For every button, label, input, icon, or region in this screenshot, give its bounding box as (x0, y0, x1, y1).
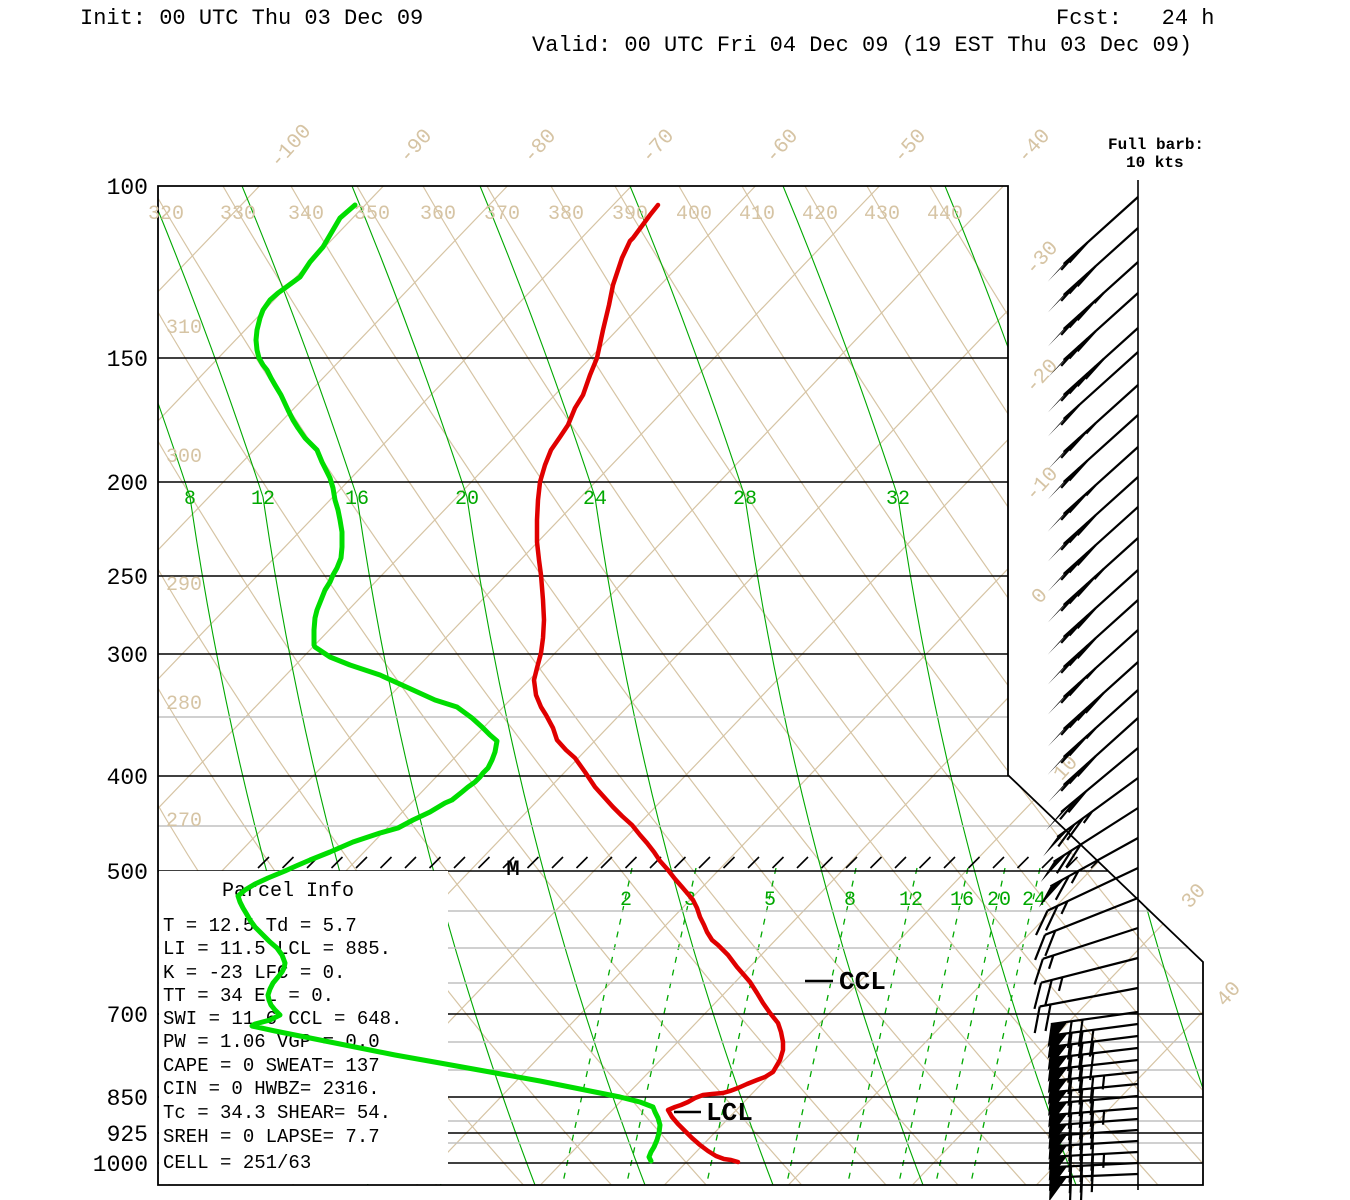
chart-label: 12 (251, 488, 275, 511)
chart-label: -50 (889, 125, 931, 168)
chart-label: -20 (1021, 355, 1063, 398)
chart-label: 16 (345, 488, 369, 511)
parcel-info-row: PW = 1.06 VGP = 0.0 (163, 1031, 380, 1053)
chart-label: 500 (107, 860, 148, 886)
pressure-axis-labels: 100 150 200 250 300 400 500 700 850 925 1000 (93, 175, 148, 1178)
chart-label: 150 (107, 347, 148, 373)
lcl-marker-label: LCL (706, 1098, 753, 1128)
chart-label: 370 (484, 203, 520, 226)
forecast-hour-label: Fcst: 24 h (1056, 6, 1215, 31)
chart-label: 250 (107, 565, 148, 591)
parcel-info-row: K = -23 LFC = 0. (163, 962, 345, 984)
chart-label: 310 (166, 317, 202, 340)
temperature-profile-line (531, 202, 786, 1165)
chart-label: 400 (676, 203, 712, 226)
chart-label: 300 (107, 643, 148, 669)
parcel-info-row: T = 12.5 Td = 5.7 (163, 915, 357, 937)
chart-label: -90 (395, 125, 437, 168)
chart-label: 20 (987, 889, 1011, 912)
chart-label: 280 (166, 693, 202, 716)
chart-label: -30 (1021, 237, 1063, 280)
chart-label: 350 (354, 203, 390, 226)
chart-label: -80 (519, 125, 561, 168)
chart-label: 270 (166, 810, 202, 833)
chart-label: 850 (107, 1086, 148, 1112)
ccl-marker-label: CCL (839, 967, 886, 997)
chart-label: 1000 (93, 1152, 148, 1178)
chart-label: -100 (266, 121, 317, 174)
chart-label: 30 (1178, 880, 1212, 914)
chart-label: 2 (620, 889, 632, 912)
chart-label: 20 (455, 488, 479, 511)
dewpoint-profile-line (235, 202, 663, 1164)
chart-label: -70 (637, 125, 679, 168)
parcel-info-row: CELL = 251/63 (163, 1152, 311, 1174)
chart-label: -10 (1021, 463, 1063, 506)
chart-label: 390 (612, 203, 648, 226)
theta-top-labels: 320 330 340 350 360 370 380 390 400 410 420 430 440 (148, 203, 963, 226)
parcel-info-box (159, 871, 448, 1184)
chart-label: 330 (220, 203, 256, 226)
parcel-info-row: TT = 34 EL = 0. (163, 985, 334, 1007)
chart-label: 410 (739, 203, 775, 226)
chart-label: 0 (1028, 585, 1054, 610)
mixing-ratio-lines (561, 867, 1041, 1185)
chart-label: 100 (107, 175, 148, 201)
chart-label: 24 (583, 488, 607, 511)
chart-label: 420 (802, 203, 838, 226)
theta-left-labels: 310 300 290 280 270 (166, 317, 202, 833)
wind-barbs (1033, 196, 1139, 1200)
chart-label: 320 (148, 203, 184, 226)
plot-border (157, 185, 1204, 1186)
chart-label: 440 (927, 203, 963, 226)
chart-label: 40 (1213, 978, 1247, 1012)
chart-label: 8 (844, 889, 856, 912)
chart-label: 430 (864, 203, 900, 226)
chart-label: -60 (761, 125, 803, 168)
chart-label: 200 (107, 471, 148, 497)
chart-label: 925 (107, 1122, 148, 1148)
chart-label: 28 (733, 488, 757, 511)
parcel-info-row: CAPE = 0 SWEAT= 137 (163, 1055, 380, 1077)
valid-time-label: Valid: 00 UTC Fri 04 Dec 09 (19 EST Thu … (532, 33, 1193, 58)
isotherm-top-labels: -100 -90 -80 -70 -60 -50 -40 (266, 121, 1056, 174)
barb-legend-title: Full barb: (1108, 136, 1205, 154)
barb-legend-units: 10 kts (1126, 154, 1184, 172)
chart-label: 700 (107, 1003, 148, 1029)
chart-label: 24 (1022, 889, 1046, 912)
chart-label: 300 (166, 446, 202, 469)
chart-label: 380 (548, 203, 584, 226)
chart-label: 5 (764, 889, 776, 912)
chart-label: 400 (107, 765, 148, 791)
hatch-marks-500mb (257, 856, 1103, 869)
m-marker: M (506, 857, 519, 882)
chart-label: 290 (166, 574, 202, 597)
moist-adiabat-labels: 8 12 16 20 24 28 32 (184, 488, 910, 511)
chart-label: -40 (1013, 125, 1055, 168)
chart-label: 360 (420, 203, 456, 226)
parcel-info-row: CIN = 0 HWBZ= 2316. (163, 1078, 380, 1100)
chart-label: 32 (886, 488, 910, 511)
chart-label: 8 (184, 488, 196, 511)
parcel-info-row: SREH = 0 LAPSE= 7.7 (163, 1126, 380, 1148)
chart-label: 16 (950, 889, 974, 912)
parcel-info-row: SWI = 11.6 CCL = 648. (163, 1008, 402, 1030)
parcel-info-row: Tc = 34.3 SHEAR= 54. (163, 1102, 391, 1124)
chart-label: 340 (288, 203, 324, 226)
mixing-ratio-labels: 2 3 5 8 12 16 20 24 (620, 889, 1046, 912)
init-time-label: Init: 00 UTC Thu 03 Dec 09 (80, 6, 424, 31)
chart-label: 12 (899, 889, 923, 912)
